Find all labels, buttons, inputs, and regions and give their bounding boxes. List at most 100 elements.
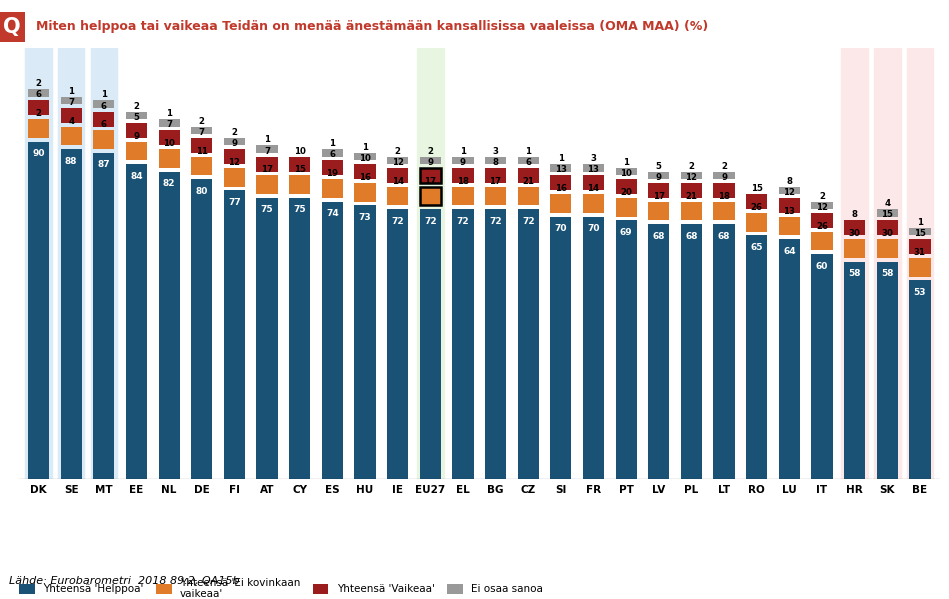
Text: 69: 69: [620, 228, 632, 237]
Bar: [354, 205, 376, 479]
Bar: [224, 149, 245, 164]
Bar: [680, 224, 702, 479]
Text: 10: 10: [621, 169, 632, 178]
Text: 26: 26: [751, 203, 763, 212]
Text: 26: 26: [816, 222, 828, 231]
Text: 53: 53: [914, 288, 926, 297]
Bar: [909, 258, 931, 277]
Bar: [387, 157, 408, 164]
Bar: [417, 48, 443, 479]
Text: 5: 5: [656, 162, 661, 171]
Text: 1: 1: [525, 147, 531, 156]
Text: 17: 17: [490, 177, 502, 186]
Text: 2: 2: [35, 109, 42, 118]
Text: 6: 6: [101, 120, 107, 129]
Text: 6: 6: [329, 150, 335, 159]
Text: 11: 11: [195, 147, 208, 156]
Text: 10: 10: [163, 139, 175, 148]
Text: 2: 2: [819, 192, 825, 201]
Bar: [616, 168, 637, 176]
Text: 30: 30: [882, 229, 893, 238]
Text: 18: 18: [718, 192, 730, 201]
Text: 2: 2: [35, 79, 42, 88]
Bar: [322, 161, 343, 176]
Text: 90: 90: [32, 149, 45, 158]
Text: 15: 15: [294, 165, 306, 174]
Bar: [93, 111, 115, 126]
Bar: [126, 123, 147, 138]
Text: Lähde: Eurobarometri  2018 89.2, QA15b: Lähde: Eurobarometri 2018 89.2, QA15b: [9, 576, 240, 586]
Bar: [779, 217, 800, 235]
Bar: [648, 224, 669, 479]
Text: 1: 1: [917, 218, 923, 227]
Bar: [91, 48, 117, 479]
Bar: [680, 172, 702, 179]
Bar: [26, 48, 52, 479]
Bar: [419, 187, 441, 205]
Text: 1: 1: [264, 135, 270, 144]
Text: 68: 68: [685, 232, 698, 241]
Text: 31: 31: [914, 248, 926, 257]
Text: 75: 75: [293, 205, 306, 214]
Bar: [842, 48, 867, 479]
Text: 12: 12: [783, 188, 795, 197]
Bar: [289, 198, 310, 479]
Bar: [909, 239, 931, 254]
Bar: [453, 209, 474, 479]
Text: 58: 58: [848, 269, 861, 278]
Text: 10: 10: [294, 147, 306, 156]
Text: 15: 15: [751, 184, 763, 193]
Text: 21: 21: [522, 177, 534, 186]
Text: 75: 75: [261, 205, 273, 214]
Text: 1: 1: [460, 147, 466, 156]
Bar: [453, 168, 474, 183]
Text: 2: 2: [721, 162, 727, 171]
Bar: [550, 217, 571, 479]
Text: 8: 8: [493, 158, 498, 167]
Text: 16: 16: [359, 173, 371, 182]
Bar: [61, 108, 82, 123]
Text: 16: 16: [555, 184, 567, 193]
Bar: [648, 172, 669, 179]
Bar: [746, 194, 768, 209]
Text: 68: 68: [653, 232, 665, 241]
Bar: [224, 138, 245, 146]
Legend: Yhteensä 'Helppoa', Yhteensä 'Ei kovinkaan
vaikeaa', Yhteensä 'Vaikeaa', Ei osaa: Yhteensä 'Helppoa', Yhteensä 'Ei kovinka…: [15, 573, 548, 599]
Text: 10: 10: [359, 154, 371, 163]
Bar: [191, 126, 213, 134]
Bar: [158, 131, 179, 146]
Text: 19: 19: [326, 169, 339, 178]
Text: 13: 13: [783, 207, 795, 216]
Text: 2: 2: [198, 117, 205, 126]
Bar: [322, 202, 343, 479]
Bar: [61, 126, 82, 146]
Bar: [256, 198, 278, 479]
Text: 1: 1: [101, 90, 107, 99]
Text: 1: 1: [329, 139, 335, 148]
Text: 12: 12: [816, 203, 828, 212]
Text: 18: 18: [456, 177, 469, 186]
Bar: [583, 176, 605, 190]
Text: 15: 15: [914, 229, 926, 238]
Text: 8: 8: [851, 210, 858, 219]
Text: 6: 6: [525, 158, 531, 167]
Text: 2: 2: [688, 162, 695, 171]
Bar: [844, 239, 865, 258]
Text: 82: 82: [163, 179, 176, 188]
Text: 2: 2: [395, 147, 400, 156]
Bar: [517, 209, 539, 479]
Bar: [354, 153, 376, 161]
Text: 12: 12: [685, 173, 698, 182]
Text: 4: 4: [68, 117, 74, 126]
Bar: [485, 168, 506, 183]
Bar: [877, 209, 898, 217]
Text: 14: 14: [587, 184, 600, 193]
Bar: [877, 220, 898, 235]
Bar: [550, 176, 571, 190]
Text: Q: Q: [3, 17, 20, 37]
Bar: [583, 164, 605, 172]
Text: 8: 8: [787, 177, 792, 186]
Bar: [746, 213, 768, 232]
Bar: [191, 157, 213, 176]
Bar: [158, 119, 179, 126]
